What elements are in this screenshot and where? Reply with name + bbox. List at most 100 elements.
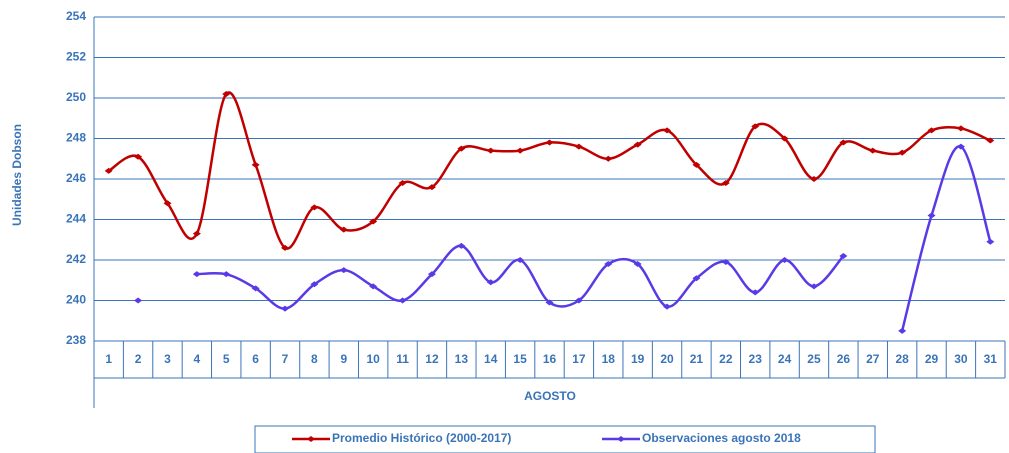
- x-tick-label: 18: [602, 352, 616, 366]
- point: [692, 161, 701, 168]
- x-tick-label: 22: [719, 352, 733, 366]
- y-tick-label: 254: [66, 9, 86, 23]
- point: [310, 204, 319, 211]
- series-line: [196, 145, 992, 332]
- x-tick-label: 30: [954, 352, 968, 366]
- y-tick-label: 244: [66, 212, 86, 226]
- point: [369, 218, 378, 225]
- x-tick-label: 7: [282, 352, 289, 366]
- point: [604, 261, 613, 268]
- point: [751, 289, 760, 296]
- point: [898, 149, 907, 156]
- point: [486, 147, 495, 154]
- point: [751, 123, 760, 130]
- point: [427, 271, 436, 278]
- point: [251, 285, 260, 292]
- point: [839, 139, 848, 146]
- point: [281, 244, 290, 251]
- point: [192, 230, 201, 237]
- y-tick-label: 240: [66, 293, 86, 307]
- point: [574, 297, 583, 304]
- x-tick-label: 16: [543, 352, 557, 366]
- point: [427, 184, 436, 191]
- x-tick-label: 13: [455, 352, 469, 366]
- point: [956, 125, 965, 132]
- point: [457, 242, 466, 249]
- point: [780, 257, 789, 263]
- x-tick-label: 4: [194, 352, 201, 366]
- point: [809, 176, 818, 182]
- point: [692, 275, 701, 282]
- x-tick-label: 15: [513, 352, 527, 366]
- point: [986, 238, 995, 245]
- point: [134, 297, 143, 304]
- point: [134, 153, 143, 160]
- x-tick-label: 19: [631, 352, 645, 366]
- point: [809, 283, 818, 290]
- x-tick-label: 11: [396, 352, 409, 366]
- x-axis-label: AGOSTO: [524, 389, 576, 403]
- x-tick-label: 27: [866, 352, 880, 366]
- point: [192, 271, 201, 278]
- point: [516, 257, 525, 263]
- x-tick-label: 21: [690, 352, 704, 366]
- point: [721, 180, 730, 187]
- x-tick-label: 31: [984, 352, 998, 366]
- y-tick-label: 246: [66, 171, 86, 185]
- x-tick-label: 9: [340, 352, 347, 366]
- point: [986, 137, 995, 144]
- legend-label: Promedio Histórico (2000-2017): [332, 431, 511, 445]
- point: [486, 279, 495, 286]
- point: [369, 283, 378, 290]
- point: [545, 299, 554, 306]
- point: [574, 143, 583, 150]
- point: [839, 252, 848, 259]
- point: [633, 141, 642, 148]
- x-tick-label: 14: [484, 352, 498, 366]
- point: [663, 303, 672, 310]
- x-tick-label: 23: [749, 352, 763, 366]
- y-tick-label: 250: [66, 90, 86, 104]
- point: [663, 127, 672, 134]
- point: [163, 200, 172, 207]
- x-tick-label: 24: [778, 352, 792, 366]
- x-tick-label: 3: [164, 352, 171, 366]
- point: [516, 147, 525, 154]
- x-tick-label: 1: [105, 352, 112, 366]
- point: [339, 226, 348, 233]
- legend-marker: [307, 436, 315, 442]
- x-tick-label: 26: [837, 352, 851, 366]
- x-tick-label: 10: [366, 352, 380, 366]
- x-tick-label: 25: [807, 352, 821, 366]
- point: [633, 261, 642, 268]
- x-tick-label: 28: [895, 352, 909, 366]
- point: [339, 267, 348, 274]
- point: [251, 161, 260, 168]
- point: [868, 147, 877, 154]
- y-tick-label: 238: [66, 333, 86, 347]
- point: [721, 259, 730, 266]
- legend-label: Observaciones agosto 2018: [642, 431, 801, 445]
- y-axis-label: Unidades Dobson: [10, 124, 24, 226]
- x-tick-label: 2: [135, 352, 142, 366]
- y-tick-label: 252: [66, 50, 86, 64]
- point: [398, 180, 407, 187]
- point: [222, 271, 231, 278]
- point: [398, 297, 407, 304]
- x-tick-label: 17: [572, 352, 586, 366]
- y-tick-label: 248: [66, 131, 86, 145]
- point: [927, 212, 936, 219]
- point: [604, 155, 613, 162]
- x-tick-label: 5: [223, 352, 230, 366]
- point: [898, 327, 907, 334]
- legend-box: [254, 425, 876, 453]
- x-tick-label: 8: [311, 352, 318, 366]
- point: [457, 145, 466, 152]
- series-line: [108, 91, 991, 250]
- point: [545, 139, 554, 146]
- point: [780, 135, 789, 142]
- legend-marker: [617, 436, 625, 442]
- x-tick-label: 12: [425, 352, 439, 366]
- point: [927, 127, 936, 134]
